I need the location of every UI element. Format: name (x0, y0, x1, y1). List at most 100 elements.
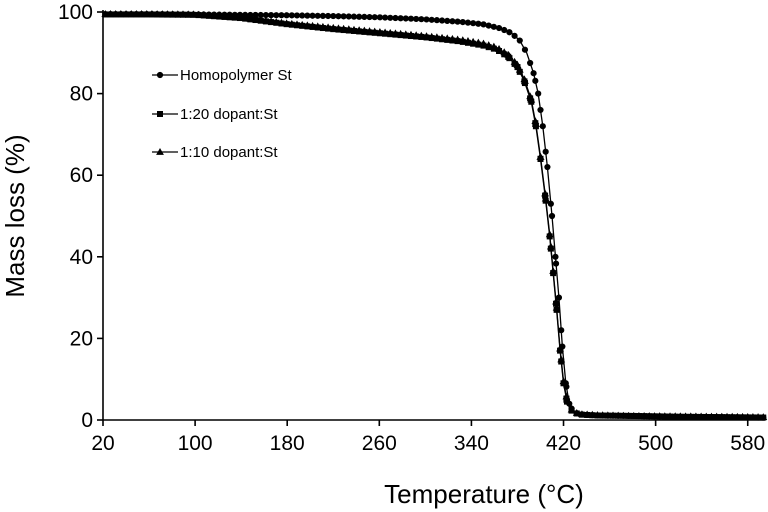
data-point-circle (319, 12, 326, 19)
legend: Homopolymer St 1:20 dopant:St 1:10 dopan… (152, 67, 293, 161)
data-point-triangle (116, 10, 125, 17)
data-point-triangle (381, 28, 389, 36)
data-point-circle (299, 12, 306, 19)
data-point-circle (544, 163, 551, 171)
data-point-triangle (189, 10, 198, 18)
data-point-circle (381, 14, 389, 21)
legend-item-1-10-dopant: 1:10 dopant:St (152, 144, 278, 161)
data-point-triangle (360, 26, 369, 34)
data-point-triangle (236, 13, 244, 21)
legend-marker-circle (156, 71, 164, 79)
data-point-triangle (267, 17, 276, 25)
data-point-circle (324, 12, 332, 20)
data-point-circle (267, 12, 275, 19)
data-point-circle (376, 14, 383, 21)
data-point-triangle (365, 27, 374, 34)
data-point-triangle (225, 12, 234, 20)
data-point-triangle (541, 194, 550, 202)
data-point-triangle (474, 38, 483, 46)
data-point-triangle (339, 24, 348, 32)
data-point-triangle (536, 152, 545, 160)
data-point-circle (433, 17, 440, 24)
data-point-circle (366, 13, 373, 21)
data-point-triangle (598, 411, 607, 419)
data-point-triangle (293, 20, 301, 28)
data-point-triangle (681, 412, 690, 420)
data-point-triangle (148, 10, 156, 17)
data-point-circle (552, 260, 560, 267)
x-tick-label: 580 (730, 432, 765, 455)
data-point-triangle (215, 12, 224, 20)
data-point-triangle (546, 242, 555, 250)
data-point-circle (392, 14, 399, 22)
data-point-triangle (241, 14, 250, 22)
data-point-triangle (640, 412, 649, 419)
data-point-triangle (504, 50, 513, 58)
data-point-circle (293, 12, 301, 19)
data-point-triangle (614, 411, 623, 419)
x-tick-label: 340 (454, 432, 489, 455)
data-point-triangle (567, 405, 576, 413)
data-point-triangle (619, 411, 628, 419)
data-point-circle (527, 59, 534, 67)
data-point-triangle (329, 23, 338, 31)
data-point-triangle (655, 412, 664, 420)
data-point-circle (535, 90, 542, 97)
data-point-triangle (355, 26, 364, 34)
data-point-triangle (313, 22, 322, 30)
data-point-triangle (375, 28, 384, 35)
data-point-triangle (111, 10, 120, 17)
legend-item-homopolymer: Homopolymer St (152, 67, 293, 84)
data-point-triangle (386, 28, 395, 36)
data-point-triangle (230, 13, 239, 21)
x-tick-label: 20 (91, 432, 114, 455)
data-point-triangle (552, 303, 561, 311)
y-tick-label: 0 (81, 409, 93, 432)
data-point-triangle (513, 61, 522, 68)
data-point-triangle (137, 10, 146, 17)
data-point-triangle (246, 14, 255, 22)
data-point-circle (511, 32, 518, 39)
data-point-triangle (184, 10, 193, 18)
data-point-triangle (593, 411, 602, 418)
data-point-triangle (251, 15, 260, 23)
data-point-circle (547, 200, 554, 207)
data-point-triangle (282, 19, 291, 27)
data-point-triangle (132, 10, 141, 17)
data-point-triangle (556, 344, 564, 352)
data-point-triangle (303, 21, 312, 29)
data-point-triangle (671, 412, 680, 420)
data-point-triangle (484, 41, 493, 48)
data-point-triangle (489, 42, 498, 50)
data-point-triangle (432, 33, 441, 41)
data-point-triangle (153, 10, 162, 17)
data-point-circle (539, 123, 546, 130)
data-point-triangle (396, 29, 405, 37)
data-point-triangle (515, 65, 524, 73)
data-point-circle (542, 148, 549, 155)
data-point-triangle (422, 32, 431, 40)
data-point-circle (309, 12, 316, 19)
data-point-triangle (391, 29, 400, 37)
data-point-triangle (500, 48, 509, 56)
data-point-triangle (318, 22, 327, 30)
data-point-triangle (686, 412, 695, 420)
x-tick-label: 500 (638, 432, 673, 455)
data-point-triangle (469, 37, 478, 45)
data-point-triangle (344, 25, 353, 33)
series-triangle (101, 10, 768, 420)
data-point-circle (459, 18, 466, 26)
data-point-triangle (531, 120, 540, 128)
x-tick-label: 100 (178, 432, 213, 455)
data-point-triangle (660, 412, 669, 420)
data-point-triangle (407, 30, 415, 38)
data-point-triangle (194, 10, 203, 18)
data-point-triangle (559, 377, 568, 385)
data-point-circle (361, 13, 368, 21)
data-point-circle (407, 15, 415, 22)
data-point-triangle (676, 412, 685, 420)
data-point-triangle (401, 30, 410, 38)
data-point-triangle (510, 57, 519, 65)
legend-label-homopolymer: Homopolymer St (180, 67, 293, 84)
